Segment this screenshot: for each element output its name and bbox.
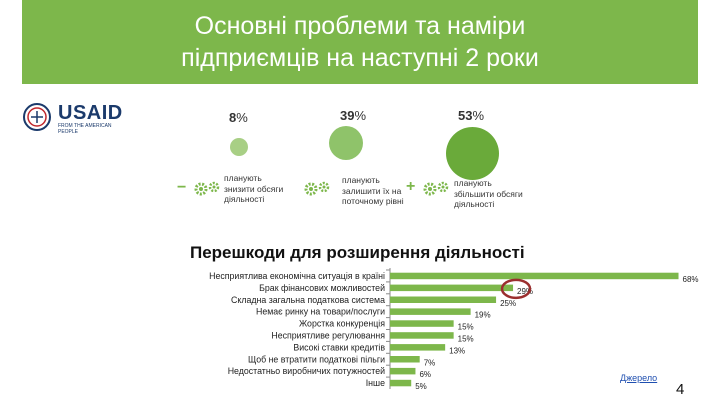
logo-wordmark: USAID (58, 102, 123, 124)
bar (390, 332, 454, 339)
page-title: Основні проблеми та наміри підприємців н… (181, 12, 539, 72)
plan-2-bubble (329, 126, 363, 160)
title-band: Основні проблеми та наміри підприємців н… (22, 0, 698, 84)
chart-title: Перешкоди для розширення діяльності (190, 243, 525, 262)
value-label: 6% (419, 370, 431, 379)
plan-1-percent: 8% (229, 110, 248, 125)
plan-3-bubble (446, 127, 499, 180)
logo-tagline: FROM THE AMERICAN PEOPLE (58, 123, 112, 135)
category-label: Немає ринку на товари/послуги (256, 307, 385, 317)
usaid-seal-icon (23, 103, 51, 131)
plus-icon: + (406, 178, 416, 195)
category-label: Несприятлива економічна ситуація в країн… (209, 271, 385, 281)
minus-icon: − (177, 179, 187, 196)
gears-icon (194, 181, 220, 196)
bar (390, 308, 471, 315)
value-label: 68% (683, 275, 699, 284)
bar (390, 379, 412, 387)
plan-3-text: планують збільшити обсяги діяльності (454, 178, 523, 209)
plan-1-text: планують знизити обсяги діяльності (224, 173, 284, 204)
bar (390, 284, 514, 292)
bar (390, 296, 497, 303)
gears-icon (304, 181, 330, 196)
category-label: Складна загальна податкова система (231, 295, 385, 305)
category-label: Несприятливе регулювання (271, 330, 385, 340)
bar (390, 367, 416, 375)
value-label: 19% (475, 311, 491, 320)
highlight-circle (500, 278, 532, 300)
category-label: Брак фінансових можливостей (259, 283, 385, 293)
bar (390, 272, 679, 280)
plan-2-percent: 39% (340, 108, 367, 123)
value-label: 5% (415, 382, 427, 391)
usaid-logo: USAID FROM THE AMERICAN PEOPLE (22, 102, 130, 135)
category-label: Високі ставки кредитів (293, 342, 385, 352)
category-label: Щоб не втратити податкові пільги (248, 354, 385, 364)
source-link[interactable]: Джерело (620, 373, 658, 383)
bar (390, 356, 420, 363)
plan-1-bubble (230, 138, 248, 156)
page-number: 4 (676, 381, 685, 398)
bar (390, 344, 446, 351)
value-label: 15% (458, 323, 474, 332)
category-label: Інше (366, 378, 385, 388)
value-label: 29% (517, 287, 533, 296)
gears-icon (423, 181, 449, 196)
category-label: Недостатньо виробничих потужностей (228, 366, 385, 376)
plan-3-percent: 53% (458, 108, 485, 123)
value-label: 13% (449, 346, 465, 355)
value-label: 7% (424, 358, 436, 367)
plan-2-text: планують залишити їх на поточному рівні (342, 175, 404, 206)
bar (390, 320, 454, 327)
value-label: 25% (500, 299, 516, 308)
category-label: Жорстка конкуренція (299, 319, 385, 329)
value-label: 15% (458, 334, 474, 343)
